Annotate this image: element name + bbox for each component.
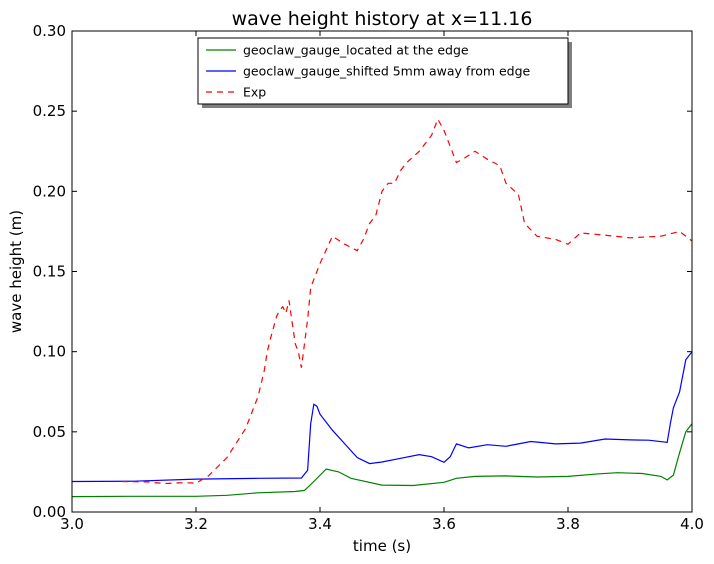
series-line-1 bbox=[72, 351, 692, 483]
y-axis-label: wave height (m) bbox=[7, 210, 25, 333]
y-tick-label: 0.25 bbox=[33, 102, 66, 120]
x-tick-label: 3.6 bbox=[432, 515, 456, 533]
y-tick-label: 0.00 bbox=[33, 503, 66, 521]
x-tick-label: 3.0 bbox=[60, 515, 84, 533]
legend-label-1: geoclaw_gauge_shifted 5mm away from edge bbox=[243, 64, 531, 79]
y-tick-label: 0.15 bbox=[33, 263, 66, 281]
x-tick-label: 3.4 bbox=[308, 515, 332, 533]
chart-title: wave height history at x=11.16 bbox=[232, 8, 533, 30]
y-tick-label: 0.10 bbox=[33, 343, 66, 361]
y-tick-label: 0.05 bbox=[33, 423, 66, 441]
axis-ticks: 3.0 3.2 3.4 3.6 3.8 4.0 0.00 0.05 0.10 0.15 0.20 0.… bbox=[33, 22, 704, 533]
legend-label-2: Exp bbox=[243, 85, 266, 100]
x-tick-label: 4.0 bbox=[680, 515, 704, 533]
legend-label-0: geoclaw_gauge_located at the edge bbox=[243, 43, 469, 58]
legend: geoclaw_gauge_located at the edge geoclaw… bbox=[197, 37, 572, 108]
y-tick-label: 0.30 bbox=[33, 22, 66, 40]
plot-area bbox=[72, 117, 692, 498]
series-line-0 bbox=[72, 423, 692, 498]
series-line-2 bbox=[121, 117, 692, 485]
x-tick-label: 3.8 bbox=[556, 515, 580, 533]
x-tick-label: 3.2 bbox=[184, 515, 208, 533]
legend-box bbox=[197, 37, 569, 105]
x-axis-label: time (s) bbox=[353, 537, 411, 555]
y-tick-label: 0.20 bbox=[33, 182, 66, 200]
